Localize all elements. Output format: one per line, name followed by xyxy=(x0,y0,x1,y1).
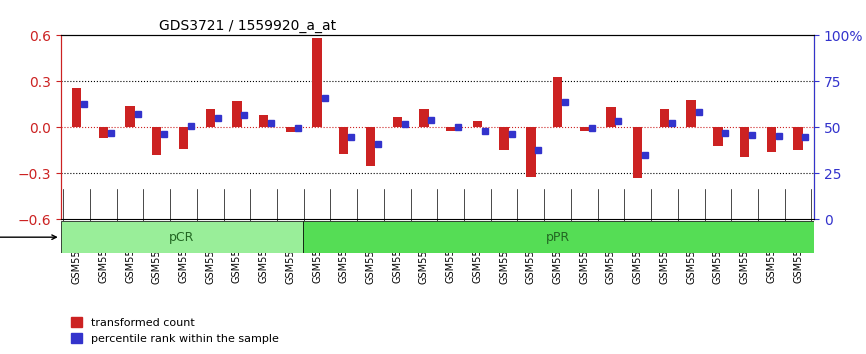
Bar xyxy=(313,39,322,127)
Bar xyxy=(126,106,135,127)
Bar xyxy=(740,127,749,156)
Bar xyxy=(553,77,562,127)
Bar xyxy=(152,127,161,155)
FancyBboxPatch shape xyxy=(61,221,303,253)
Bar xyxy=(259,115,268,127)
Bar xyxy=(660,109,669,127)
Bar xyxy=(500,127,509,150)
Bar xyxy=(392,117,402,127)
Text: pCR: pCR xyxy=(169,231,194,244)
Bar xyxy=(793,127,803,150)
Bar xyxy=(446,127,456,131)
Bar xyxy=(766,127,776,152)
Bar xyxy=(232,101,242,127)
Bar xyxy=(473,121,482,127)
Bar xyxy=(339,127,348,154)
Bar xyxy=(687,100,695,127)
Text: pPR: pPR xyxy=(546,231,571,244)
Bar xyxy=(99,127,108,138)
Bar xyxy=(579,127,589,131)
Text: disease state: disease state xyxy=(0,232,56,242)
Bar xyxy=(527,127,535,177)
Bar xyxy=(419,109,429,127)
FancyBboxPatch shape xyxy=(303,221,814,253)
Bar xyxy=(72,87,81,127)
Bar xyxy=(179,127,188,149)
Bar xyxy=(714,127,722,146)
Bar xyxy=(606,108,616,127)
Legend: transformed count, percentile rank within the sample: transformed count, percentile rank withi… xyxy=(66,313,283,348)
Bar xyxy=(365,127,375,166)
Text: GDS3721 / 1559920_a_at: GDS3721 / 1559920_a_at xyxy=(158,19,336,33)
Bar xyxy=(205,109,215,127)
Bar xyxy=(633,127,643,178)
Bar xyxy=(286,127,295,132)
